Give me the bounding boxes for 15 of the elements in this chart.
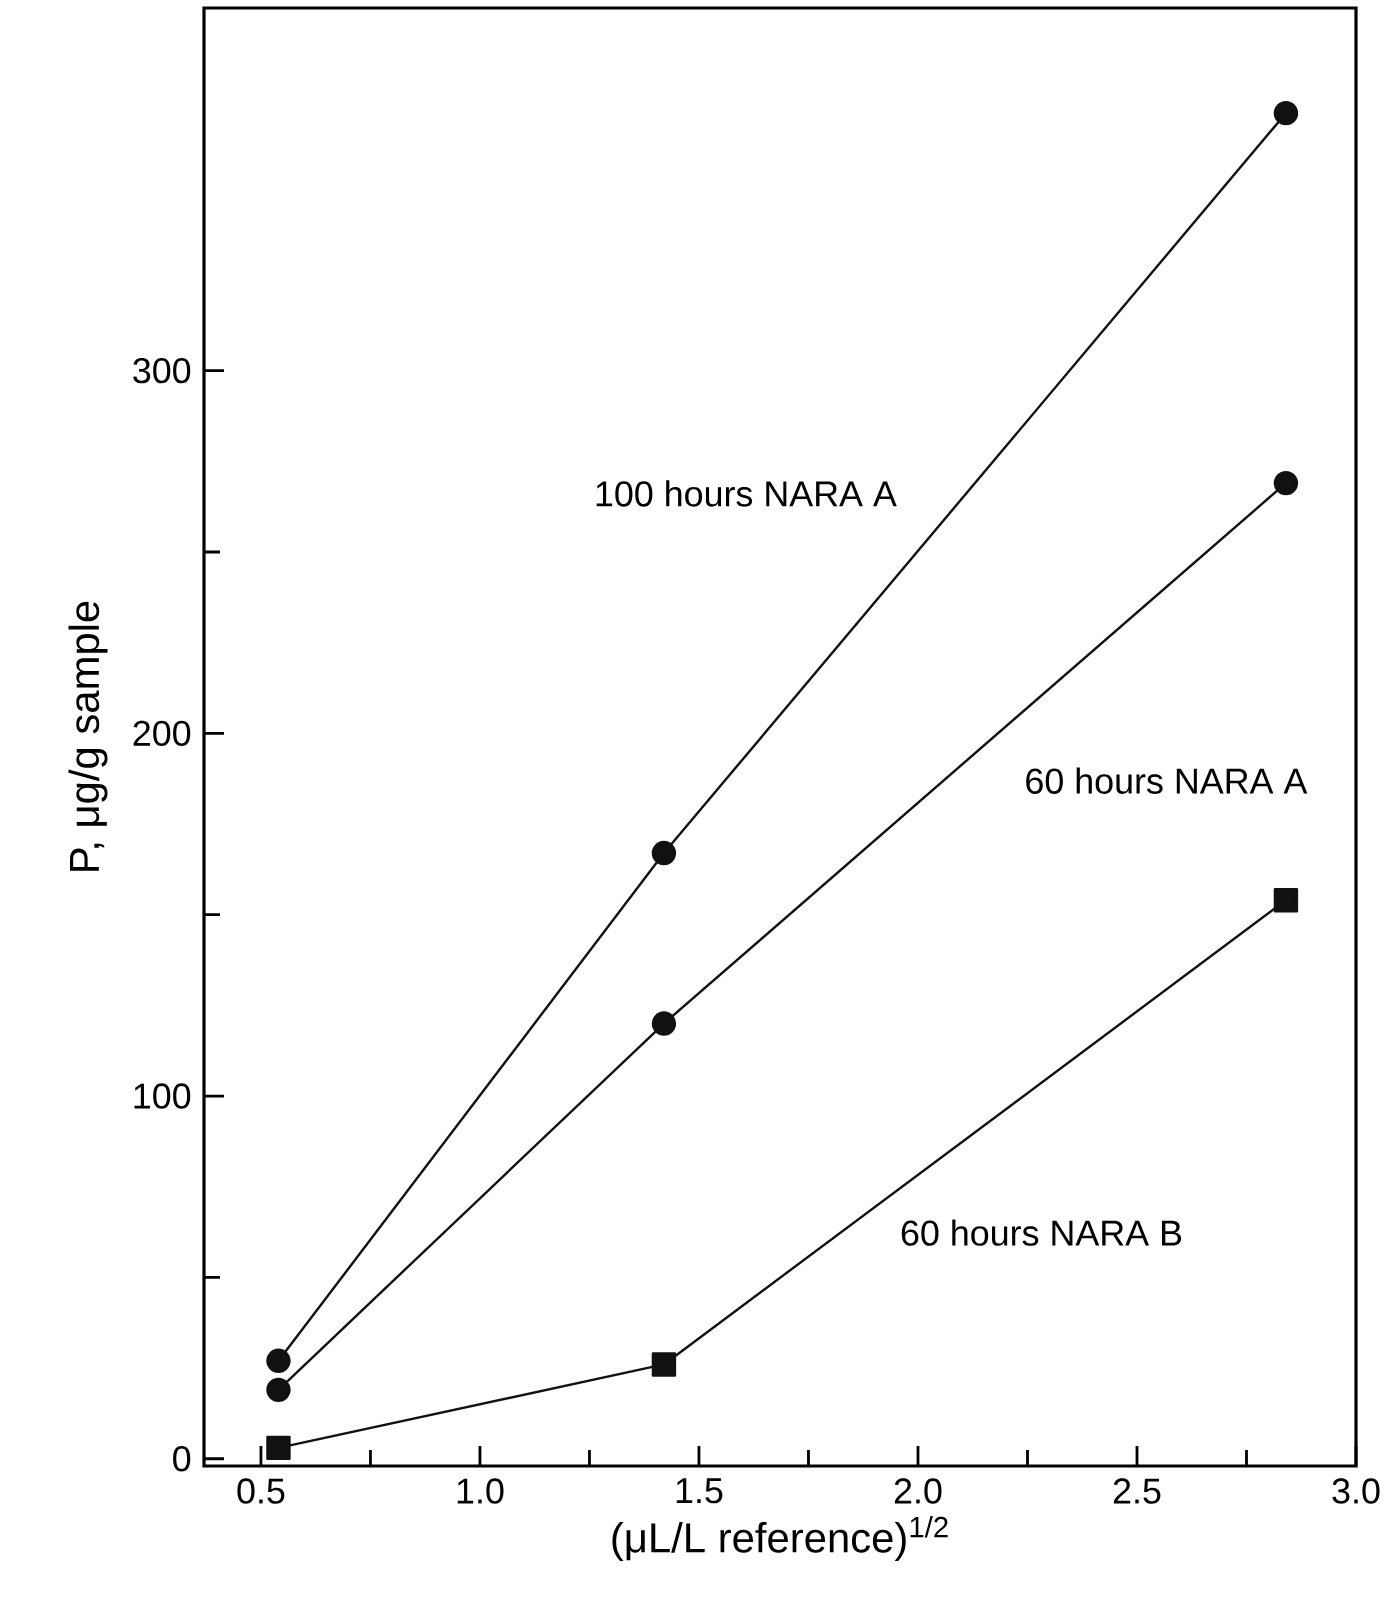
series-label: 60 hours NARA B (901, 1219, 1182, 1246)
series-label: 100 hours NARA A (596, 480, 897, 507)
x-tick-label: 2.0 (894, 1478, 942, 1504)
y-axis-title: P, μg/g sample (68, 601, 108, 871)
x-tick-label: 2.5 (1113, 1478, 1161, 1504)
y-tick-label: 200 (133, 720, 191, 747)
y-tick-label: 0 (173, 1446, 191, 1472)
series-label: 60 hours NARA A (1026, 767, 1308, 794)
y-tick-label: 300 (133, 357, 191, 384)
x-tick-label: 0.5 (237, 1478, 285, 1504)
x-tick-label: 1.0 (457, 1478, 504, 1504)
x-tick-label: 1.5 (676, 1478, 723, 1504)
y-tick-label: 100 (134, 1083, 191, 1109)
x-axis-title: (μL/L reference)$^{1/2}$ (612, 1516, 948, 1561)
x-tick-label: 3.0 (1332, 1478, 1380, 1504)
